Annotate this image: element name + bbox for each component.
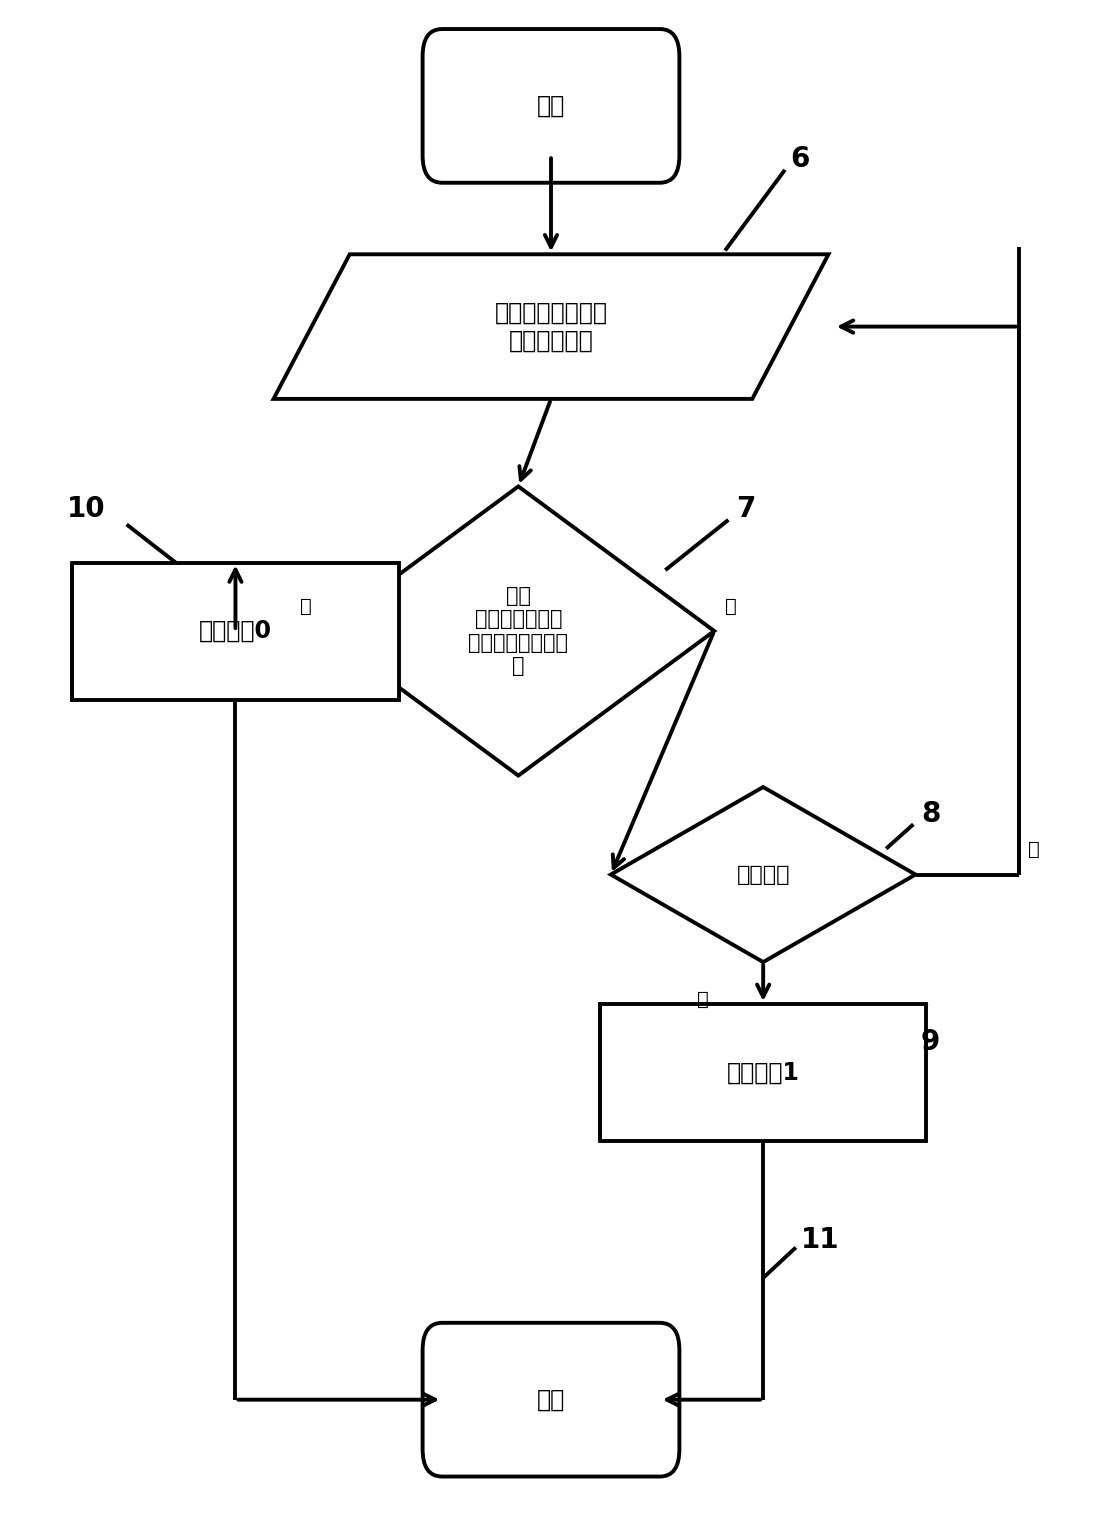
Text: 10: 10 (67, 495, 106, 524)
Text: 冲洗成功: 冲洗成功 (736, 865, 790, 885)
Text: 实际
档位等于目标档
位，且二者均无变
化: 实际 档位等于目标档 位，且二者均无变 化 (468, 587, 569, 676)
Polygon shape (323, 487, 714, 776)
Text: 7: 7 (736, 495, 755, 524)
Text: 结束: 结束 (537, 1387, 565, 1412)
Text: 计数器加1: 计数器加1 (726, 1060, 800, 1084)
Text: 11: 11 (801, 1226, 840, 1253)
Text: 6: 6 (790, 146, 810, 174)
Text: 计数器清0: 计数器清0 (199, 619, 272, 644)
Polygon shape (611, 786, 916, 962)
Text: 是: 是 (698, 989, 710, 1009)
Bar (599, 1005, 927, 1141)
Text: 否: 否 (300, 598, 312, 616)
Text: 否: 否 (1027, 840, 1039, 859)
Text: 是: 是 (725, 598, 737, 616)
FancyBboxPatch shape (422, 1322, 680, 1476)
Text: 开始: 开始 (537, 94, 565, 118)
FancyBboxPatch shape (422, 29, 680, 183)
Polygon shape (273, 255, 829, 399)
Bar (73, 562, 399, 699)
Text: 8: 8 (921, 800, 940, 828)
Text: 9: 9 (921, 1028, 940, 1055)
Text: 实际档位、目标档
位、冲洗状态: 实际档位、目标档 位、冲洗状态 (495, 301, 607, 352)
